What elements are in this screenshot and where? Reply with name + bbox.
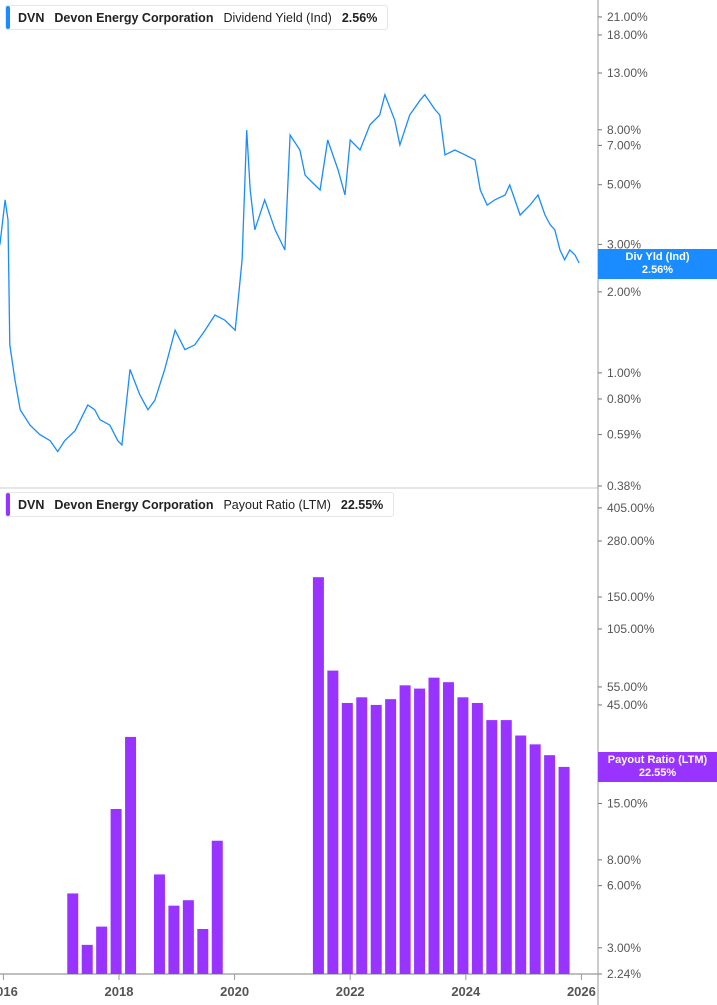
legend-ticker: DVN — [18, 497, 45, 512]
legend-company: Devon Energy Corporation — [54, 497, 214, 512]
payout-bar — [370, 704, 382, 974]
badge-label: Payout Ratio (LTM) — [607, 754, 708, 766]
y-tick-label: 18.00% — [607, 28, 648, 42]
payout-bar — [197, 928, 209, 974]
payout-bar — [125, 736, 137, 974]
payout-bar — [558, 766, 570, 974]
x-tick-label: 2016 — [0, 984, 18, 999]
y-tick-label: 15.00% — [607, 796, 648, 810]
payout-bar — [211, 840, 223, 974]
y-tick-label: 3.00% — [607, 941, 641, 955]
payout-bar — [168, 905, 180, 974]
payout-bar — [529, 744, 541, 974]
yield-legend: DVN Devon Energy Corporation Dividend Yi… — [5, 5, 389, 30]
y-tick-label: 0.80% — [607, 392, 641, 406]
x-tick-label: 2024 — [451, 984, 481, 999]
payout-bar — [182, 900, 194, 974]
payout-bar — [341, 702, 353, 974]
legend-company: Devon Energy Corporation — [54, 10, 214, 25]
yield-color-swatch — [6, 6, 10, 29]
payout-value-badge: Payout Ratio (LTM) 22.55% — [598, 752, 717, 782]
payout-bar — [399, 685, 411, 974]
payout-bar — [457, 697, 469, 974]
payout-bar — [414, 688, 426, 974]
payout-bar — [356, 697, 368, 974]
y-tick-label: 2.00% — [607, 285, 641, 299]
y-tick-label: 21.00% — [607, 10, 648, 24]
payout-bar — [153, 874, 165, 974]
payout-legend: DVN Devon Energy Corporation Payout Rati… — [5, 492, 395, 517]
x-tick-label: 2018 — [105, 984, 134, 999]
dividend-yield-line — [0, 92, 580, 453]
y-tick-label: 405.00% — [607, 501, 655, 515]
payout-bar — [486, 720, 498, 974]
legend-metric: Dividend Yield (Ind) — [223, 10, 332, 25]
y-tick-label: 3.00% — [607, 237, 641, 251]
y-tick-label: 105.00% — [607, 622, 655, 636]
yield-value-badge: Div Yld (Ind) 2.56% — [598, 249, 717, 279]
y-tick-label: 0.59% — [607, 428, 641, 442]
y-tick-label: 150.00% — [607, 590, 655, 604]
x-tick-label: 2020 — [220, 984, 249, 999]
y-tick-label: 8.00% — [607, 123, 641, 137]
payout-bar — [312, 577, 324, 974]
badge-value: 2.56% — [641, 264, 674, 276]
y-tick-label: 55.00% — [607, 680, 648, 694]
payout-bar — [67, 893, 79, 974]
payout-bar — [428, 677, 440, 974]
payout-bar — [442, 682, 454, 974]
badge-value: 22.55% — [638, 767, 677, 779]
y-tick-label: 13.00% — [607, 66, 648, 80]
payout-color-swatch — [6, 493, 10, 516]
legend-metric: Payout Ratio (LTM) — [223, 497, 331, 512]
payout-bar — [471, 702, 483, 974]
payout-bar — [515, 735, 527, 974]
legend-value: 22.55% — [340, 497, 384, 512]
payout-bar — [81, 944, 93, 974]
y-tick-label: 5.00% — [607, 178, 641, 192]
payout-bar — [544, 755, 556, 974]
payout-bar — [500, 720, 512, 974]
payout-bar — [96, 926, 108, 974]
y-tick-label: 45.00% — [607, 698, 648, 712]
y-tick-label: 0.38% — [607, 479, 641, 493]
x-tick-label: 2026 — [567, 984, 596, 999]
legend-value: 2.56% — [341, 10, 378, 25]
badge-label: Div Yld (Ind) — [625, 251, 690, 263]
x-tick-label: 2022 — [336, 984, 365, 999]
payout-bar — [327, 670, 339, 974]
y-tick-label: 1.00% — [607, 366, 641, 380]
payout-bar — [385, 699, 397, 974]
legend-ticker: DVN — [18, 10, 45, 25]
y-tick-label: 2.24% — [607, 967, 641, 981]
payout-bar — [110, 809, 122, 974]
y-tick-label: 8.00% — [607, 853, 641, 867]
y-tick-label: 280.00% — [607, 534, 655, 548]
y-tick-label: 6.00% — [607, 879, 641, 893]
y-tick-label: 7.00% — [607, 138, 641, 152]
